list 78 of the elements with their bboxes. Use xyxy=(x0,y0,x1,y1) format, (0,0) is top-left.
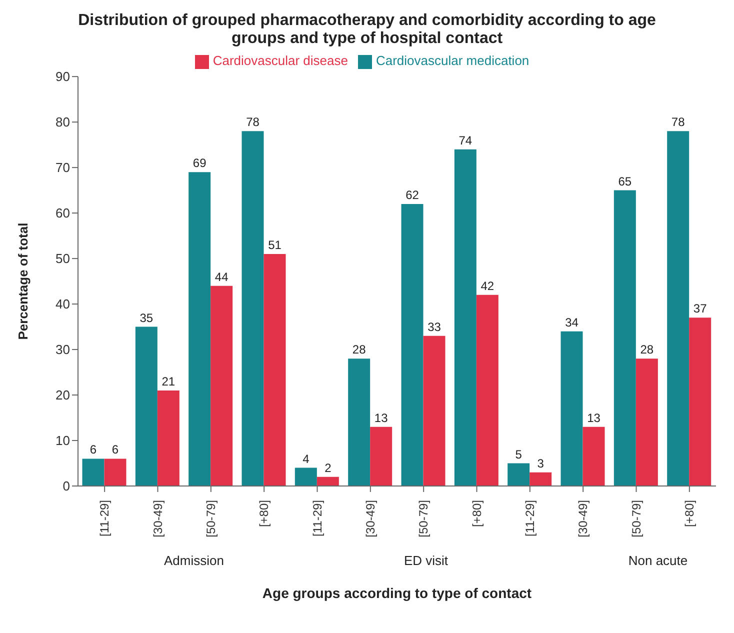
data-label: 62 xyxy=(406,188,420,202)
x-tick-label: [+80] xyxy=(682,500,696,528)
bar xyxy=(423,336,446,486)
bar xyxy=(476,294,498,486)
bar xyxy=(508,463,530,486)
y-tick-label: 40 xyxy=(56,296,70,312)
y-tick-label: 80 xyxy=(56,114,70,130)
x-tick-label: [+80] xyxy=(470,500,484,528)
y-tick-label: 20 xyxy=(56,388,70,403)
bar xyxy=(582,426,605,486)
legend-label: Cardiovascular medication xyxy=(376,53,530,68)
data-label: 65 xyxy=(618,174,632,188)
data-label: 35 xyxy=(140,310,154,325)
x-tick-label: [30-49] xyxy=(576,500,590,538)
bar xyxy=(157,390,180,486)
y-tick-label: 60 xyxy=(56,206,70,221)
bar xyxy=(82,458,104,486)
data-label: 13 xyxy=(587,410,601,425)
y-axis-title: Percentage of total xyxy=(16,222,31,340)
data-label: 2 xyxy=(324,460,332,475)
x-tick-label: [30-49] xyxy=(363,500,378,538)
bar xyxy=(135,326,158,486)
data-label: 21 xyxy=(162,374,176,388)
bar xyxy=(614,190,636,486)
data-label: 28 xyxy=(352,342,366,357)
data-label: 42 xyxy=(480,278,494,293)
x-tick-label: [+80] xyxy=(257,500,272,528)
legend-label: Cardiovascular disease xyxy=(212,53,348,68)
data-label: 6 xyxy=(112,442,119,457)
x-tick-label: [50-79] xyxy=(416,500,431,538)
x-tick-label: [11-29] xyxy=(522,500,537,536)
text: Non acute xyxy=(628,553,688,568)
bar xyxy=(210,286,233,486)
data-label: 4 xyxy=(302,452,310,466)
x-tick-label: [11-29] xyxy=(98,500,112,536)
y-tick-label: 10 xyxy=(56,433,70,448)
bar xyxy=(294,468,317,486)
y-tick-label: 30 xyxy=(56,342,70,358)
data-label: 78 xyxy=(671,115,686,130)
data-label: 74 xyxy=(458,133,472,148)
bar xyxy=(316,476,339,486)
bar xyxy=(689,318,712,486)
data-label: 78 xyxy=(246,115,260,130)
data-label: 13 xyxy=(374,410,388,425)
data-label: 6 xyxy=(90,442,97,457)
y-tick-label: 90 xyxy=(56,69,70,84)
chart-title: Distribution of grouped pharmacotherapy and comorbidity according to age groups and type of hospital contact xyxy=(77,11,657,48)
bar xyxy=(454,149,476,486)
data-label: 44 xyxy=(214,270,229,284)
bar xyxy=(348,358,370,486)
bar xyxy=(242,131,264,486)
x-tick-label: [50-79] xyxy=(204,500,218,538)
x-axis-title: Age groups according to type of contact xyxy=(262,585,532,601)
text: ED visit xyxy=(404,553,448,568)
data-label: 34 xyxy=(565,315,579,330)
data-label: 51 xyxy=(268,238,282,252)
bar xyxy=(104,458,126,486)
bar xyxy=(636,358,658,486)
y-tick-label: 0 xyxy=(62,478,70,494)
bar xyxy=(560,331,583,486)
x-tick-label: [50-79] xyxy=(629,500,644,538)
x-tick-label: [30-49] xyxy=(150,500,165,538)
bar xyxy=(667,131,690,486)
data-label: 5 xyxy=(515,447,522,462)
data-label: 69 xyxy=(192,156,207,170)
y-tick-label: 50 xyxy=(56,251,70,266)
bar xyxy=(188,172,211,486)
text: Admission xyxy=(164,553,224,568)
bar xyxy=(264,254,286,486)
bar xyxy=(401,204,424,486)
x-tick-label: [11-29] xyxy=(310,500,324,536)
data-label: 3 xyxy=(537,456,544,470)
data-label: 28 xyxy=(640,342,654,357)
bar xyxy=(370,426,392,486)
bar xyxy=(530,472,552,486)
data-label: 33 xyxy=(428,320,442,334)
y-tick-label: 70 xyxy=(56,160,70,176)
data-label: 37 xyxy=(693,302,708,316)
